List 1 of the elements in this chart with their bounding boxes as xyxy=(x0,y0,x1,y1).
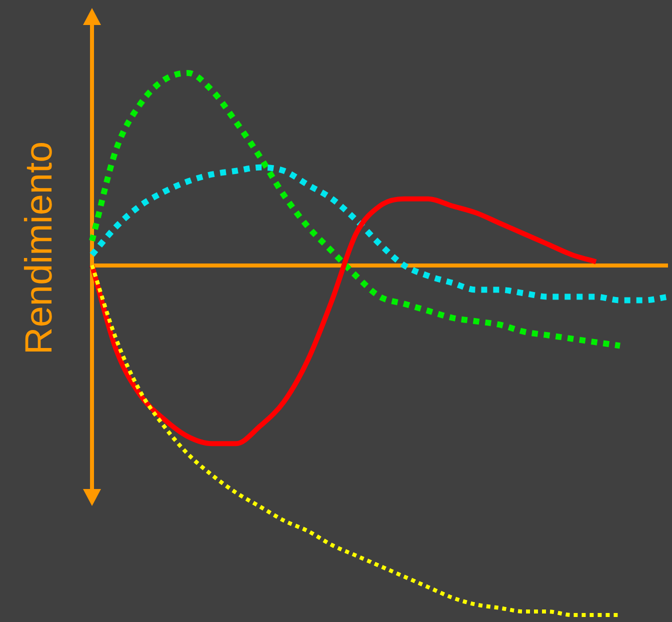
y-axis-title: Rendimiento xyxy=(18,141,62,355)
